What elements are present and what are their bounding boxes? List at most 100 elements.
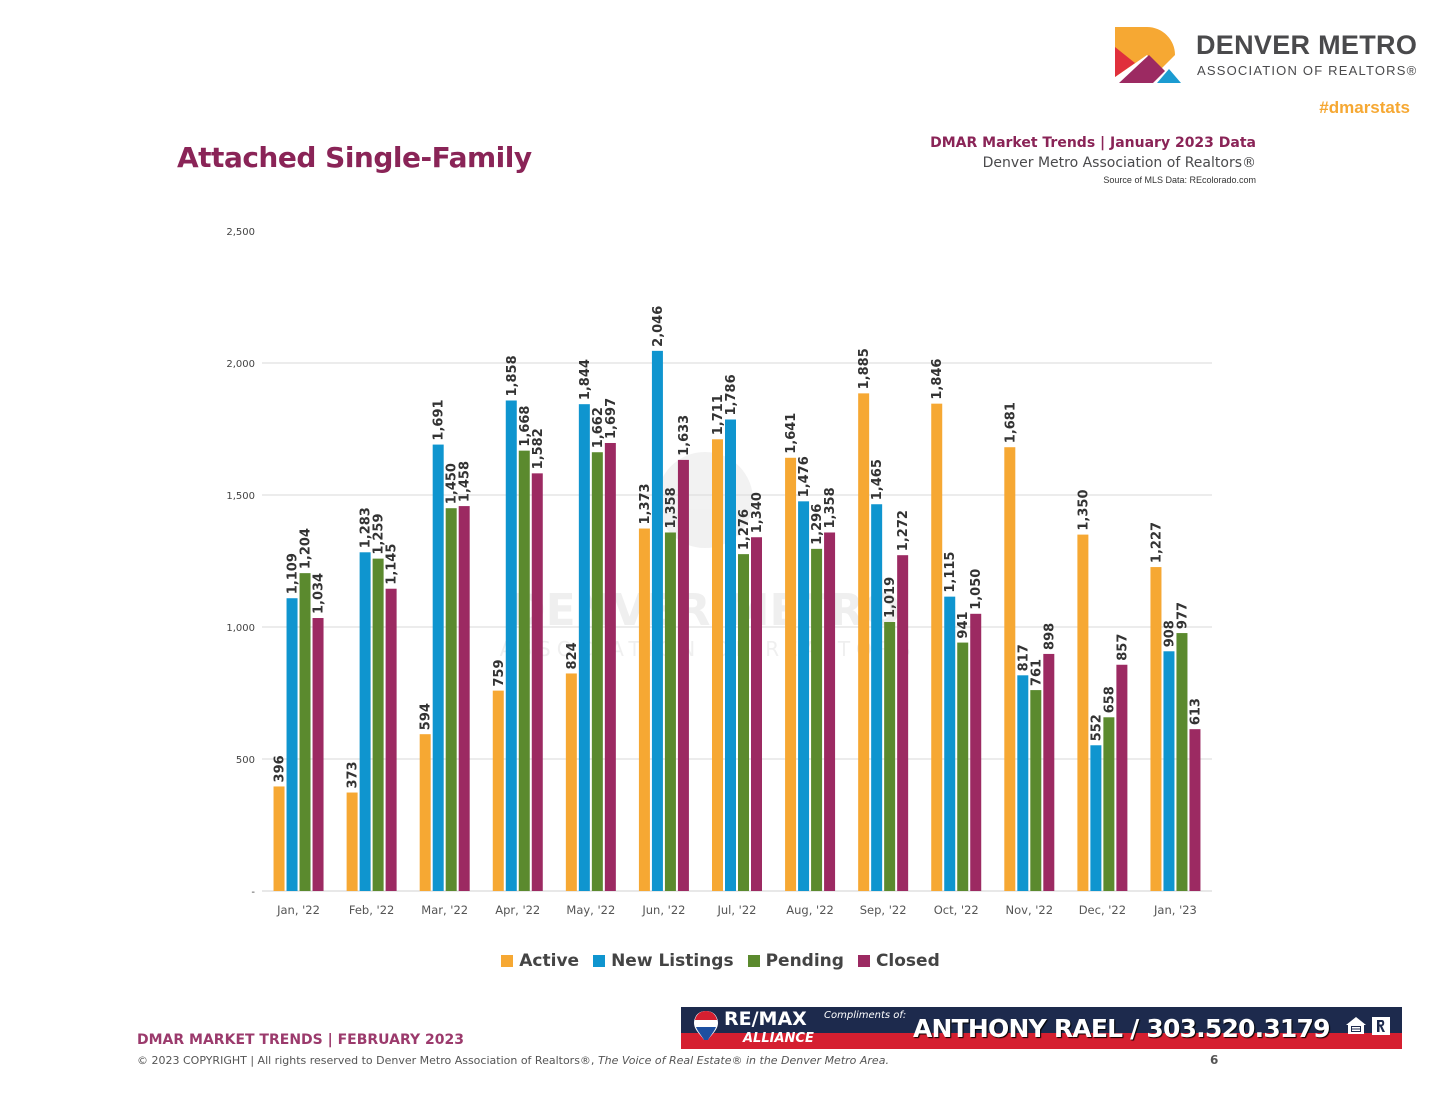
watermark-line1: DENVER METRO	[509, 585, 901, 636]
bar-new-listings	[432, 444, 444, 891]
watermark: DENVER METRO ASSOCIATION OF REALTORS	[500, 452, 917, 661]
y-tick-label: 2,500	[226, 227, 255, 238]
data-label: 1,283	[359, 507, 374, 548]
bar-pending	[884, 621, 896, 891]
data-label: 1,662	[591, 407, 606, 448]
x-tick-label: Nov, '22	[1006, 903, 1054, 917]
bar-active	[273, 786, 285, 891]
bar-closed	[677, 459, 689, 891]
x-axis-ticks: Jan, '22 Feb, '22 Mar, '22 Apr, '22 May, '22…	[276, 903, 1197, 917]
banner-top-band	[681, 1007, 1402, 1033]
watermark-line2: ASSOCIATION OF REALTORS	[500, 637, 917, 661]
bar-closed	[312, 618, 324, 891]
legend-label: Pending	[765, 951, 844, 971]
x-tick-label: Jan, '22	[276, 903, 320, 917]
x-tick-label: May, '22	[566, 903, 615, 917]
logo-subtitle: ASSOCIATION OF REALTORS®	[1197, 63, 1418, 78]
bar-closed	[458, 506, 470, 891]
data-label: 977	[1175, 602, 1190, 629]
data-label: 1,668	[518, 406, 533, 447]
legend-swatch	[593, 955, 606, 967]
data-label: 1,227	[1149, 522, 1164, 563]
bar-pending	[299, 573, 311, 891]
data-label: 1,358	[664, 487, 679, 528]
data-label: 1,204	[299, 528, 314, 569]
data-label: 1,358	[823, 487, 838, 528]
data-label: 552	[1089, 714, 1104, 741]
remax-brand: RE/MAX	[724, 1008, 807, 1030]
bar-active	[712, 439, 723, 891]
footer-copyright: © 2023 COPYRIGHT | All rights reserved t…	[137, 1054, 889, 1067]
footer-title: DMAR MARKET TRENDS | FEBRUARY 2023	[137, 1032, 464, 1048]
data-label: 898	[1042, 623, 1057, 650]
y-tick-label: 2,000	[226, 359, 255, 370]
bar-pending	[1103, 717, 1115, 891]
data-label: 908	[1162, 620, 1177, 647]
data-label: 1,373	[638, 483, 653, 524]
legend-label: New Listings	[611, 951, 734, 971]
bar-active	[565, 673, 577, 891]
data-label: 2,046	[651, 306, 666, 347]
data-label: 857	[1115, 634, 1130, 661]
bar-closed	[897, 555, 909, 891]
report-title: DMAR Market Trends | January 2023 Data	[930, 135, 1256, 151]
bar-new-listings	[725, 419, 736, 891]
x-tick-label: Jun, '22	[641, 903, 685, 917]
data-label: 1,145	[385, 544, 400, 585]
bar-active	[1150, 567, 1162, 891]
bar-new-listings	[578, 404, 590, 891]
bar-pending	[1176, 633, 1188, 891]
copyright-text: © 2023 COPYRIGHT | All rights reserved t…	[137, 1054, 598, 1067]
bar-closed	[385, 588, 397, 891]
bar-new-listings	[651, 350, 663, 892]
bar-pending	[445, 508, 457, 891]
bar-closed	[604, 442, 616, 891]
data-label: 373	[346, 761, 361, 788]
agent-name-phone: ANTHONY RAEL / 303.520.3179	[913, 1014, 1331, 1043]
data-label: 396	[273, 755, 288, 782]
x-tick-label: Sep, '22	[860, 903, 907, 917]
data-label: 1,019	[883, 577, 898, 618]
bar-active	[785, 457, 797, 891]
data-label: 1,681	[1003, 402, 1018, 443]
data-label: 1,844	[578, 359, 593, 400]
bar-pending	[738, 554, 749, 891]
bar-active	[492, 690, 504, 891]
data-label: 1,711	[711, 394, 726, 435]
compliments-text: Compliments of:	[824, 1010, 907, 1021]
legend-swatch	[747, 955, 760, 967]
y-tick-label: -	[251, 887, 255, 898]
bar-pending	[372, 558, 384, 891]
bar-new-listings	[286, 598, 298, 891]
bar-active	[419, 734, 431, 891]
data-label: 1,885	[857, 348, 872, 389]
data-label: 658	[1102, 686, 1117, 713]
data-label: 1,272	[896, 510, 911, 551]
data-label: 613	[1188, 698, 1203, 725]
data-label: 1,846	[930, 359, 945, 400]
x-tick-label: Apr, '22	[495, 903, 540, 917]
data-label: 1,050	[969, 569, 984, 610]
bar-new-listings	[1017, 675, 1029, 891]
realtor-logo-icon	[1372, 1017, 1390, 1035]
y-tick-label: 1,500	[226, 491, 255, 502]
agent-banner: RE/MAX ALLIANCE Compliments of: ANTHONY …	[681, 1007, 1402, 1049]
bar-new-listings	[798, 501, 810, 891]
data-label: 1,259	[372, 513, 387, 554]
data-label: 761	[1029, 659, 1044, 686]
x-tick-label: Jul, '22	[717, 903, 757, 917]
bar-active	[858, 393, 870, 891]
bar-new-listings	[944, 596, 956, 891]
bar-new-listings	[1163, 651, 1175, 891]
data-label: 1,350	[1076, 489, 1091, 530]
bar-active	[1004, 447, 1016, 891]
y-tick-label: 500	[236, 755, 255, 766]
bar-closed	[1043, 653, 1055, 891]
bar-pending	[957, 642, 969, 891]
data-label: 1,296	[810, 504, 825, 545]
data-label: 1,786	[724, 374, 739, 415]
x-tick-label: Oct, '22	[934, 903, 979, 917]
data-label: 1,633	[677, 415, 692, 456]
legend-swatch	[501, 955, 514, 967]
bar-active	[931, 403, 943, 891]
